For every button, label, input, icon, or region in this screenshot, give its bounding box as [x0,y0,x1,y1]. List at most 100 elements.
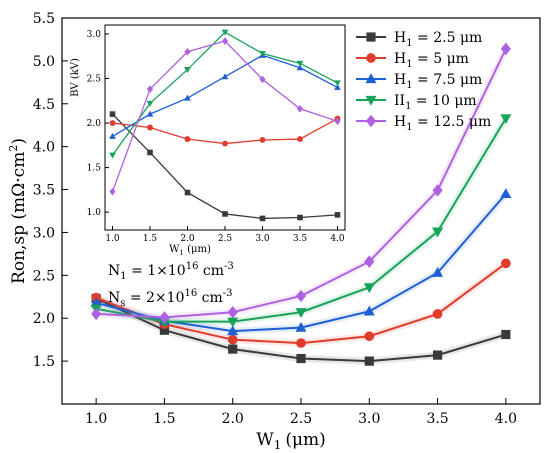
main-series-0-point-5 [432,350,443,360]
inset-series-3-point-6 [334,80,341,87]
main-y-tick-label-2: 2.0 [33,311,55,327]
inset-series-2-point-3 [221,73,229,80]
inset-series-0-point-2 [184,189,191,196]
inset-series-2 [109,51,341,139]
legend-marker-0 [366,32,376,42]
inset-x-tick-label-1: 1.0 [105,234,120,244]
legend-label-value: = 5 μm [413,51,469,67]
legend-label-value: = 10 μm [411,93,476,109]
annotation-n1-main: N [108,263,120,279]
inset-series-0-point-5 [297,214,303,221]
inset-background [73,19,353,260]
legend-marker-1 [366,53,376,63]
legend-label-sub: 1 [406,38,412,49]
inset-y-tick-label-2-5: 2.5 [87,74,102,84]
main-series-1-point-5 [432,309,443,319]
inset-y-tick-label-1: 1.0 [87,208,102,218]
main-x-tick-label-3-5: 3.5 [426,411,448,427]
main-y-axis-title: Ron,sp (mΩ·cm2) [7,138,29,284]
legend-label-h1-2-5: H1 = 2.5 μm [394,30,482,49]
main-x-axis-title: W1 (μm) [256,430,326,452]
inset-x-tick-label-1-5: 1.5 [143,234,158,244]
inset-series-4-point-5 [296,105,304,113]
annotation-ns-main: N [108,290,120,306]
main-series-4 [91,42,511,324]
inset-series-3-point-5 [296,60,304,67]
inset-series-4-point-3 [221,37,229,45]
legend-marker-4 [365,114,377,128]
inset-series-2-point-1 [146,110,154,117]
inset-series-0-point-0 [109,111,116,117]
main-x-tick-label-2: 2.0 [222,411,244,427]
inset-series-2-point-6 [334,83,341,90]
main-y-tick-label-5-5: 5.5 [33,11,55,27]
inset-series-1 [109,115,341,147]
legend-marker-3 [365,95,377,106]
legend-marker-2 [365,73,377,84]
inset-series-3-point-2 [184,67,191,74]
inset-x-axis-title: W1 (μm) [169,244,211,257]
main-series-1-point-2 [227,334,238,345]
main-series-0-point-6 [501,329,511,340]
inset-series-0 [109,111,341,222]
legend-label-h1-10: II1 = 10 μm [394,93,477,112]
main-series-0-point-4 [364,356,374,366]
legend-label-value: = 12.5 μm [413,114,492,130]
inset-series-3 [109,29,341,159]
main-x-axis-title-sub: 1 [274,438,282,452]
inset-series-1-point-4 [259,137,266,143]
main-x-tick-label-3: 3.0 [358,411,380,427]
legend-label-value: = 7.5 μm [413,72,483,88]
inset-x-axis-title-sub: 1 [179,249,183,257]
main-y-tick-label-4: 4.0 [33,140,55,156]
inset-y-axis: 1.0 1.5 2.0 2.5 3.0 [87,30,109,218]
inset-series-4 [109,37,341,196]
inset-x-tick-label-4: 4.0 [330,234,345,244]
main-series-4-point-6 [500,42,511,56]
inset-series-group [109,29,341,222]
main-series-1-point-4 [364,331,375,342]
annotation-ns-sub: s [120,298,125,309]
inset-x-tick-label-3: 3.0 [255,234,270,244]
annotation-ns-unit: cm [197,290,223,306]
inset-y-tick-label-2: 2.0 [87,119,102,129]
main-y-tick-label-3-5: 3.5 [33,183,55,199]
main-series-2-point-5 [432,267,444,277]
inset-series-3-point-0 [109,152,116,159]
legend: H1 = 2.5 μm H1 = 5 μm H1 = 7.5 μm II1 = … [356,30,491,133]
annotation-ns-sup: 16 [184,288,197,299]
main-y-axis: 1.5 2.0 2.5 3.0 3.5 4.0 4.5 5.0 5.5 [33,11,68,370]
inset-series-3-point-1 [146,100,154,107]
main-x-axis-title-main: W [256,430,274,450]
inset-series-1-point-2 [184,136,191,143]
inset-series-0-point-4 [259,215,266,222]
inset-series-4-point-2 [184,47,191,56]
legend-item-h1-7-5: H1 = 7.5 μm [394,72,482,91]
inset-y-tick-label-1-5: 1.5 [87,164,102,174]
main-series-2-point-4 [363,305,375,316]
main-series-3-point-2 [227,317,239,328]
inset-x-tick-label-2-5: 2.5 [218,234,233,244]
main-series-0-point-1 [159,325,170,335]
annotation-ns-rest: = 2×10 [125,290,184,306]
inset-series-4-point-4 [259,75,266,84]
main-plot: 1.0 1.5 2.0 2.5 3.0 3.5 4.0 1.5 2.0 2.5 3.0 3.5 4.0… [7,11,541,452]
main-series-4-point-5 [432,184,443,197]
inset-series-0-point-6 [334,212,341,218]
annotation-n1-unit: cm [198,263,224,279]
main-series-2-point-2 [227,325,239,336]
annotation-n1-sup: 16 [186,261,199,272]
main-y-axis-title-main: Ron,sp (mΩ·cm [9,152,29,284]
legend-label-main: H [394,51,406,67]
main-series-group [90,42,512,366]
main-x-tick-label-4: 4.0 [495,411,517,427]
inset-series-1-point-0 [109,120,116,126]
inset-series-3-point-4 [259,51,266,58]
inset-y-axis-title: BV (kV) [70,58,81,97]
main-series-2-point-0 [90,297,102,307]
main-series-1-point-3 [296,338,306,348]
inset-series-4-point-1 [146,85,154,93]
legend-label-main: II [394,93,405,109]
inset-series-4-point-6 [334,117,341,126]
